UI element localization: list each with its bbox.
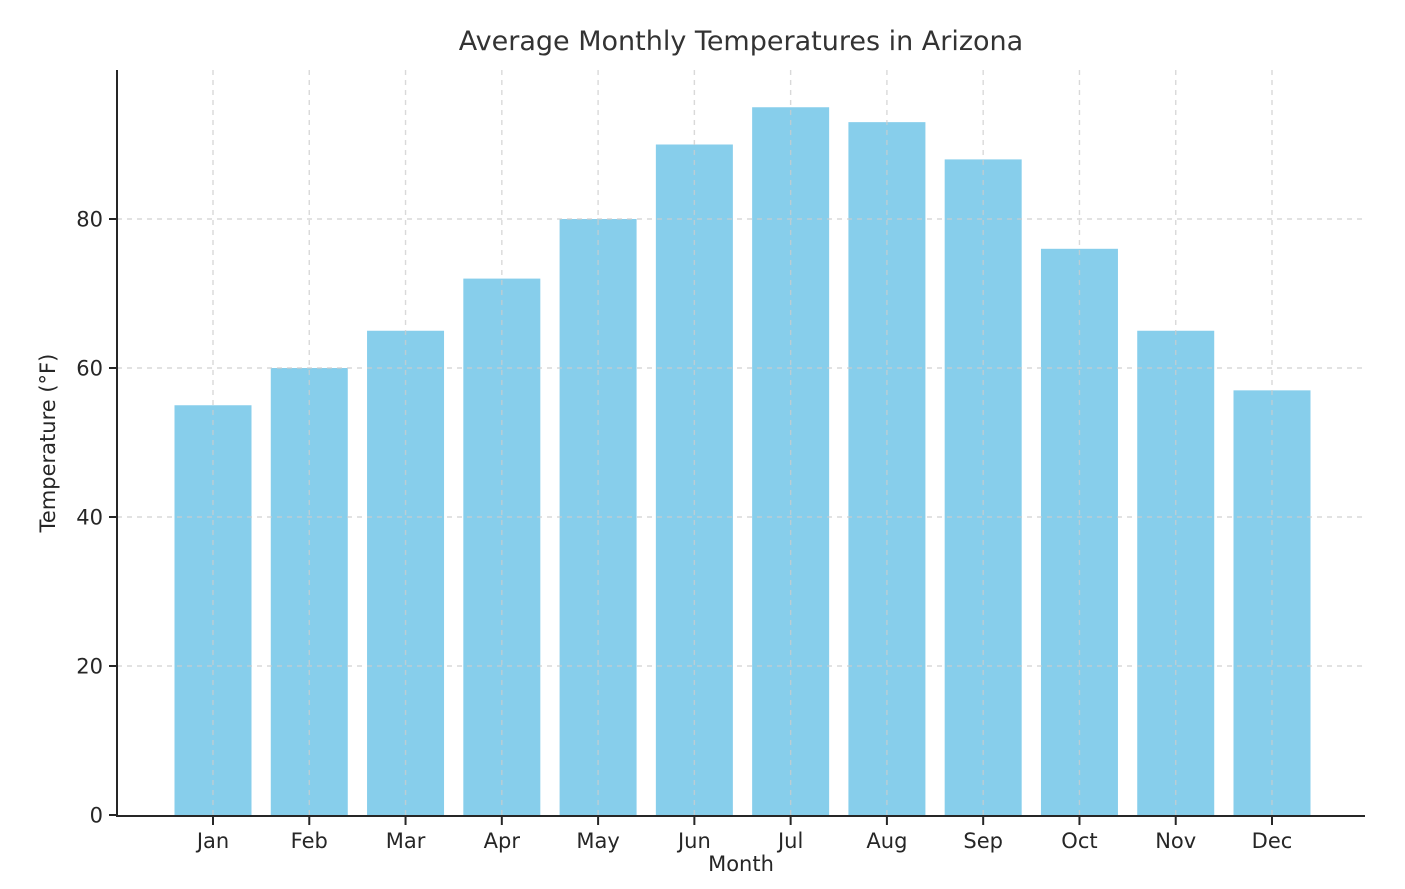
x-tick-label-oct: Oct bbox=[1061, 829, 1097, 853]
x-tick-label-jun: Jun bbox=[676, 829, 711, 853]
x-tick-label-jul: Jul bbox=[776, 829, 803, 853]
x-tick-label-jan: Jan bbox=[195, 829, 229, 853]
x-axis-label: Month bbox=[708, 852, 774, 876]
x-tick-label-mar: Mar bbox=[386, 829, 426, 853]
x-tick-label-nov: Nov bbox=[1155, 829, 1196, 853]
y-tick-label-20: 20 bbox=[76, 655, 103, 679]
bar-sep bbox=[944, 159, 1022, 815]
bar-aug bbox=[848, 122, 926, 815]
y-tick-label-60: 60 bbox=[76, 357, 103, 381]
x-tick-label-may: May bbox=[576, 829, 619, 853]
x-tick-label-feb: Feb bbox=[291, 829, 328, 853]
chart-title: Average Monthly Temperatures in Arizona bbox=[458, 26, 1024, 57]
x-tick-label-apr: Apr bbox=[484, 829, 521, 853]
y-tick-label-80: 80 bbox=[76, 208, 103, 232]
x-tick-label-dec: Dec bbox=[1252, 829, 1293, 853]
y-tick-label-0: 0 bbox=[90, 804, 103, 828]
x-tick-label-sep: Sep bbox=[963, 829, 1003, 853]
x-tick-label-aug: Aug bbox=[866, 829, 907, 853]
y-tick-label-40: 40 bbox=[76, 506, 103, 530]
